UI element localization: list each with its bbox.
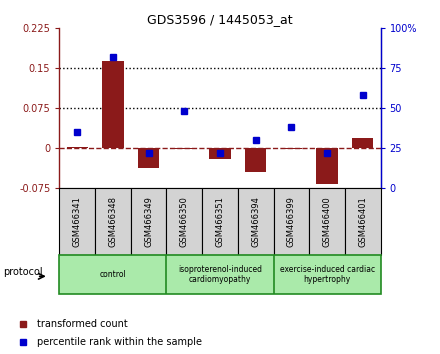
Text: GSM466400: GSM466400: [323, 196, 332, 247]
Bar: [316, 148, 338, 184]
Bar: [59, 188, 95, 255]
Text: exercise-induced cardiac
hypertrophy: exercise-induced cardiac hypertrophy: [279, 265, 374, 284]
Text: control: control: [99, 270, 126, 279]
Text: GSM466349: GSM466349: [144, 196, 153, 247]
Bar: [102, 61, 124, 148]
Bar: [238, 188, 274, 255]
Bar: [174, 148, 195, 149]
Text: GSM466401: GSM466401: [358, 196, 367, 247]
Text: GSM466351: GSM466351: [216, 196, 224, 247]
Bar: [245, 148, 266, 172]
Bar: [309, 188, 345, 255]
Bar: [281, 148, 302, 149]
Bar: [202, 188, 238, 255]
Text: GSM466341: GSM466341: [73, 196, 82, 247]
Text: GSM466350: GSM466350: [180, 196, 189, 247]
Bar: [166, 188, 202, 255]
Text: protocol: protocol: [3, 267, 43, 278]
Bar: [345, 188, 381, 255]
Text: GSM466348: GSM466348: [108, 196, 117, 247]
Bar: [131, 188, 166, 255]
Text: transformed count: transformed count: [37, 319, 128, 329]
Text: GSM466394: GSM466394: [251, 196, 260, 247]
Bar: [209, 148, 231, 159]
Bar: [66, 147, 88, 148]
Bar: [352, 138, 374, 148]
Text: percentile rank within the sample: percentile rank within the sample: [37, 337, 202, 347]
Text: GSM466399: GSM466399: [287, 196, 296, 247]
Text: isoproterenol-induced
cardiomyopathy: isoproterenol-induced cardiomyopathy: [178, 265, 262, 284]
Bar: [138, 148, 159, 168]
Title: GDS3596 / 1445053_at: GDS3596 / 1445053_at: [147, 13, 293, 26]
Bar: [95, 188, 131, 255]
Bar: [274, 188, 309, 255]
